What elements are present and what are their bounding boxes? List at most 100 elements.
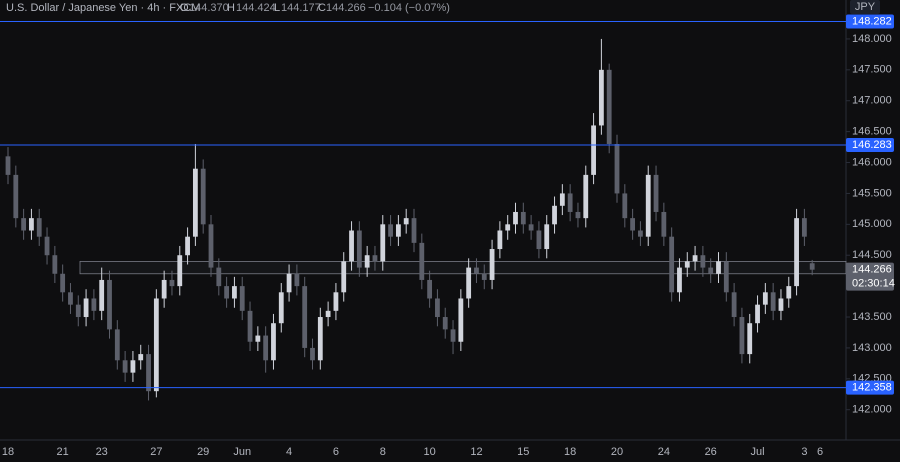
candle-body — [747, 323, 753, 355]
candle-body — [567, 193, 573, 212]
x-tick-label: 24 — [658, 446, 670, 458]
ohlc-label: O — [180, 2, 189, 14]
y-tick-label: 143.000 — [852, 342, 892, 354]
candle-body — [474, 267, 479, 274]
candle-body — [263, 335, 269, 361]
candle-body — [794, 218, 799, 287]
level-label: 142.358 — [852, 382, 892, 394]
candle-body — [466, 267, 472, 299]
candle-body — [809, 263, 815, 270]
x-tick-label: 4 — [286, 446, 292, 458]
candle-body — [60, 273, 66, 293]
ohlc-label: H — [227, 2, 235, 14]
candle-body — [731, 292, 737, 318]
x-tick-label: 21 — [57, 446, 69, 458]
candle-body — [801, 218, 807, 237]
candle-body — [169, 279, 175, 287]
candle-body — [544, 224, 550, 250]
candle-body — [411, 218, 417, 243]
candle-body — [364, 255, 370, 268]
candle-body — [708, 267, 714, 274]
candle-body — [153, 298, 159, 392]
candle-body — [138, 354, 144, 361]
candle-body — [271, 323, 276, 361]
x-tick-label: 8 — [380, 446, 386, 458]
candle-body — [75, 304, 81, 318]
candle-body — [107, 279, 112, 330]
candle-body — [692, 255, 698, 262]
candle-body — [770, 292, 776, 311]
candle-body — [122, 360, 128, 373]
y-tick-label: 147.500 — [852, 64, 892, 76]
candle-body — [192, 168, 198, 237]
candle-body — [83, 298, 89, 318]
countdown: 02:30:14 — [852, 278, 895, 290]
x-tick-label: 6 — [817, 446, 823, 458]
candle-body — [786, 286, 792, 299]
y-tick-label: 148.000 — [852, 33, 892, 45]
y-tick-label: 145.000 — [852, 218, 892, 230]
candle-body — [99, 279, 105, 311]
candle-body — [403, 218, 409, 225]
candle-body — [630, 218, 636, 231]
x-tick-label: Jul — [751, 446, 765, 458]
last-price-tag — [846, 262, 894, 291]
x-tick-label: 6 — [333, 446, 339, 458]
level-tag — [846, 14, 894, 29]
candle-body — [44, 236, 50, 256]
candle-body — [294, 273, 300, 287]
candle-body — [520, 211, 526, 225]
candle-body — [349, 230, 354, 262]
level-tag — [846, 380, 894, 395]
candle-body — [552, 205, 557, 225]
y-tick-label: 146.000 — [852, 156, 892, 168]
last-price-label: 144.266 — [852, 264, 892, 276]
candle-body — [146, 354, 151, 392]
y-tick-label: 147.000 — [852, 95, 892, 107]
candle-body — [13, 174, 19, 219]
ohlc-label: L — [274, 2, 280, 14]
candle-body — [450, 329, 456, 342]
candle-body — [310, 347, 315, 361]
level-label: 146.283 — [852, 139, 892, 151]
candle-body — [528, 224, 534, 231]
candle-body — [317, 317, 323, 361]
candle-body — [419, 242, 425, 280]
candle-body — [677, 267, 682, 293]
candle-body — [68, 292, 73, 305]
ohlc-value: 144.424 — [236, 2, 276, 14]
candle-body — [325, 310, 331, 318]
candle-body — [52, 255, 58, 274]
x-tick-label: 18 — [2, 446, 14, 458]
candle-body — [36, 218, 42, 237]
candle-body — [232, 286, 237, 299]
candle-body — [700, 255, 706, 268]
level-tag — [846, 138, 894, 153]
x-tick-label: 27 — [150, 446, 162, 458]
y-tick-label: 146.500 — [852, 126, 892, 138]
candle-body — [21, 218, 27, 231]
x-tick-label: 3 — [801, 446, 807, 458]
x-tick-label: 15 — [517, 446, 529, 458]
candle-body — [388, 224, 393, 237]
candle-body — [661, 211, 667, 237]
candle-body — [559, 193, 565, 206]
currency-box[interactable] — [850, 0, 880, 14]
currency: JPY — [855, 1, 876, 13]
candle-body — [497, 230, 503, 250]
candle-body — [208, 224, 214, 268]
candle-body — [372, 255, 378, 262]
candle-body — [536, 230, 542, 250]
candle-body — [575, 211, 581, 219]
candle-body — [606, 69, 612, 144]
candle-body — [583, 174, 589, 219]
level-label: 148.282 — [852, 15, 892, 27]
candle-body — [435, 298, 440, 318]
candle-body — [614, 143, 620, 194]
y-tick-label: 143.500 — [852, 311, 892, 323]
candle-body — [481, 273, 487, 280]
candle-body — [286, 273, 292, 293]
candle-body — [5, 156, 11, 175]
candle-body — [356, 230, 362, 268]
